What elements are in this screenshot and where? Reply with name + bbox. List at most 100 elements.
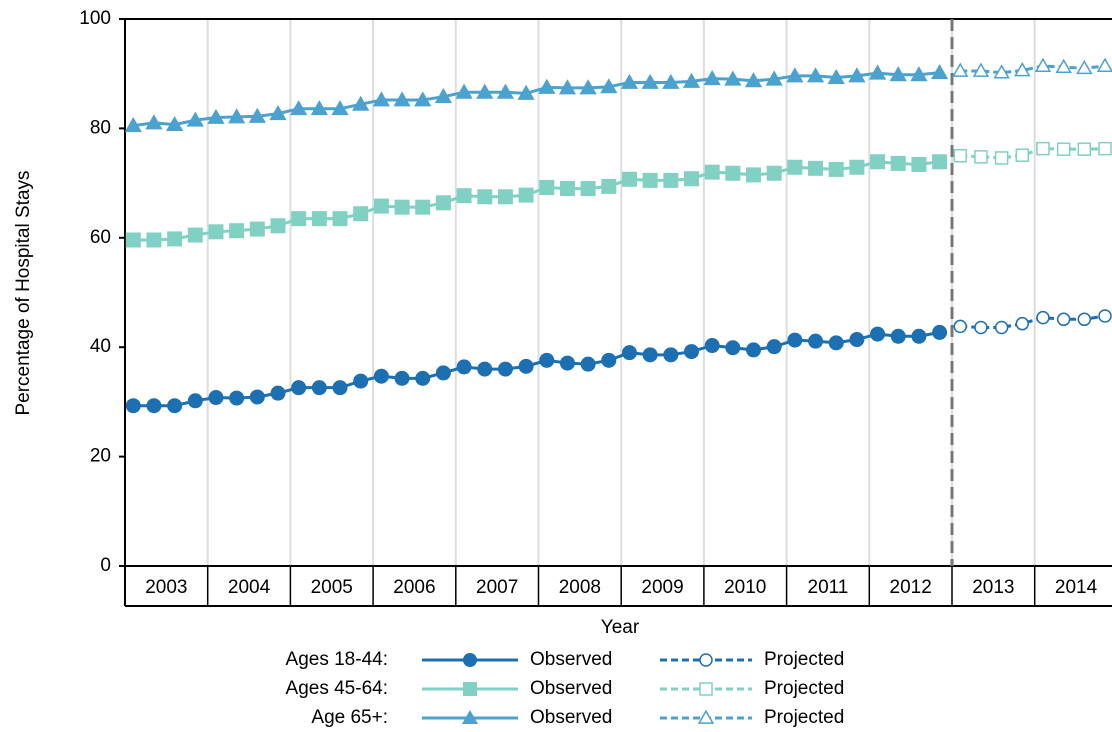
marker (353, 206, 369, 222)
marker (394, 370, 410, 386)
marker (699, 682, 713, 696)
marker (1077, 142, 1092, 156)
marker (1098, 309, 1112, 323)
marker (477, 189, 493, 205)
marker (1014, 62, 1031, 77)
marker (787, 332, 803, 348)
marker (641, 73, 659, 89)
marker (910, 66, 928, 82)
marker (890, 328, 906, 344)
marker (683, 171, 699, 187)
legend-group-label: Age 65+: (311, 707, 388, 728)
marker (332, 211, 348, 227)
marker (993, 64, 1010, 79)
marker (642, 347, 658, 363)
marker (725, 165, 741, 181)
marker (559, 181, 575, 197)
marker (848, 67, 866, 83)
marker (1076, 59, 1093, 75)
marker (930, 63, 949, 80)
marker (187, 393, 203, 409)
marker (290, 100, 308, 116)
marker (1015, 148, 1030, 162)
marker (125, 398, 141, 414)
marker (455, 83, 473, 99)
marker (786, 67, 804, 83)
marker (621, 171, 637, 187)
marker (145, 114, 163, 130)
marker (828, 161, 844, 177)
marker (952, 62, 969, 77)
series-line (133, 160, 940, 242)
marker (932, 324, 948, 340)
marker (725, 340, 741, 356)
marker (704, 338, 720, 354)
x-tick-label: 2011 (808, 577, 849, 598)
marker (393, 91, 411, 107)
marker (953, 319, 968, 334)
x-tick-label: 2009 (641, 577, 683, 598)
marker (1056, 142, 1071, 156)
marker (558, 79, 577, 95)
marker (461, 709, 479, 725)
marker (932, 154, 948, 170)
marker (146, 398, 162, 414)
marker (456, 188, 472, 204)
x-tick-label: 2003 (145, 577, 187, 598)
marker (994, 151, 1009, 165)
marker (167, 398, 183, 414)
marker (463, 682, 477, 696)
marker (697, 709, 715, 724)
x-tick-label: 2006 (393, 577, 435, 598)
marker (953, 149, 968, 163)
marker (642, 172, 658, 188)
marker (187, 227, 203, 243)
marker (1015, 316, 1030, 331)
marker (972, 62, 990, 77)
x-tick-label: 2013 (972, 577, 1014, 598)
marker (703, 69, 721, 86)
legend-group-label: Ages 45-64: (286, 678, 388, 699)
marker (331, 100, 349, 116)
marker (828, 335, 844, 351)
y-tick-label: 20 (90, 446, 111, 467)
marker (744, 72, 763, 88)
y-tick-label: 40 (90, 336, 111, 357)
y-tick-label: 60 (90, 227, 111, 248)
marker (207, 108, 225, 124)
marker (827, 68, 845, 84)
series-line (133, 71, 940, 128)
marker (353, 373, 369, 389)
marker (311, 211, 327, 227)
marker (477, 361, 493, 377)
x-tick-label: 2004 (228, 577, 271, 598)
marker (806, 67, 825, 83)
marker (539, 352, 555, 368)
marker (249, 389, 265, 405)
marker (248, 107, 266, 123)
marker (270, 218, 286, 234)
marker (332, 380, 348, 396)
marker (849, 159, 865, 175)
legend-label: Observed (530, 649, 612, 670)
marker (559, 355, 575, 371)
marker (538, 78, 556, 94)
marker (787, 159, 803, 175)
marker (373, 368, 389, 384)
marker (208, 390, 224, 406)
marker (746, 342, 762, 358)
marker (291, 380, 307, 396)
marker (291, 211, 307, 227)
marker (125, 232, 141, 248)
marker (808, 160, 824, 176)
y-tick-label: 0 (100, 555, 111, 576)
marker (415, 370, 431, 386)
marker (435, 195, 451, 211)
marker (580, 356, 596, 372)
marker (352, 95, 370, 111)
marker (1096, 57, 1112, 72)
marker (1056, 312, 1071, 327)
marker (1034, 57, 1052, 72)
marker (704, 164, 720, 180)
marker (517, 84, 535, 100)
